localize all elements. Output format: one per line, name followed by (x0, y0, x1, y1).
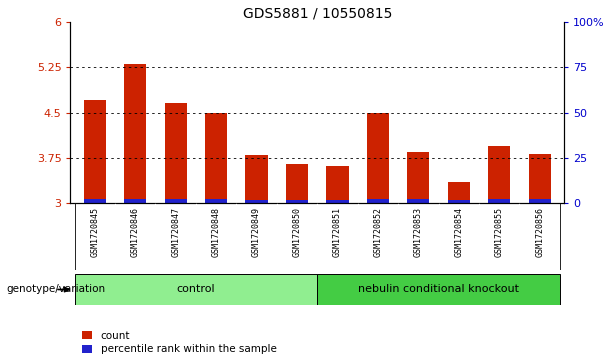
Bar (164, 103, 187, 203)
Bar (447, 200, 470, 203)
Bar (83, 199, 106, 203)
Bar (528, 154, 551, 203)
Bar (326, 166, 349, 203)
Text: GSM1720845: GSM1720845 (90, 207, 99, 257)
Bar (75, 274, 318, 305)
Bar (205, 113, 227, 203)
Bar (488, 146, 511, 203)
Text: GSM1720850: GSM1720850 (292, 207, 302, 257)
Text: GSM1720851: GSM1720851 (333, 207, 342, 257)
Text: GSM1720854: GSM1720854 (454, 207, 463, 257)
Bar (245, 155, 268, 203)
Text: GSM1720856: GSM1720856 (535, 207, 544, 257)
Bar (407, 152, 430, 203)
Bar (286, 200, 308, 203)
Bar (407, 200, 430, 203)
Legend: count, percentile rank within the sample: count, percentile rank within the sample (82, 331, 276, 354)
Bar (488, 199, 511, 203)
Bar (326, 200, 349, 203)
Bar (205, 199, 227, 203)
Title: GDS5881 / 10550815: GDS5881 / 10550815 (243, 7, 392, 21)
Text: control: control (177, 285, 215, 294)
Bar (286, 164, 308, 203)
Bar (367, 113, 389, 203)
Bar (124, 199, 147, 203)
Bar (164, 200, 187, 203)
Text: GSM1720853: GSM1720853 (414, 207, 423, 257)
Text: nebulin conditional knockout: nebulin conditional knockout (358, 285, 519, 294)
Bar (245, 200, 268, 203)
Bar (528, 200, 551, 203)
Text: GSM1720846: GSM1720846 (131, 207, 140, 257)
Text: GSM1720847: GSM1720847 (171, 207, 180, 257)
Bar (367, 199, 389, 203)
Bar (124, 64, 147, 203)
Bar (447, 182, 470, 203)
Text: GSM1720855: GSM1720855 (495, 207, 504, 257)
Text: genotype/variation: genotype/variation (6, 285, 105, 294)
Text: GSM1720849: GSM1720849 (252, 207, 261, 257)
Bar (83, 101, 106, 203)
Bar (318, 274, 560, 305)
Text: GSM1720848: GSM1720848 (211, 207, 221, 257)
Text: GSM1720852: GSM1720852 (373, 207, 383, 257)
